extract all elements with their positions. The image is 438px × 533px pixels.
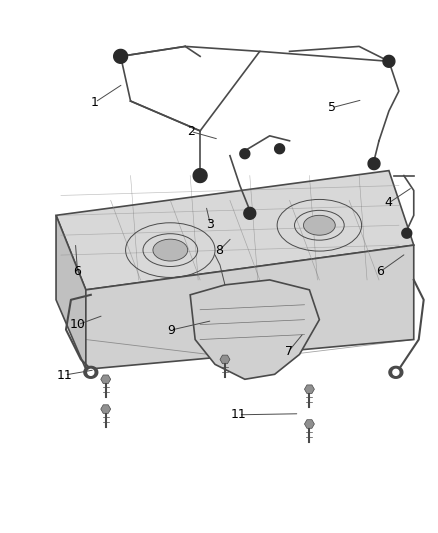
Polygon shape	[56, 215, 86, 369]
Polygon shape	[240, 149, 250, 159]
Polygon shape	[304, 419, 314, 429]
Polygon shape	[88, 369, 94, 375]
Text: 5: 5	[328, 101, 336, 114]
Polygon shape	[244, 207, 256, 219]
Polygon shape	[220, 355, 230, 364]
Text: 9: 9	[167, 324, 175, 336]
Polygon shape	[383, 55, 395, 67]
Text: 6: 6	[376, 265, 384, 278]
Polygon shape	[114, 50, 127, 63]
Polygon shape	[402, 228, 412, 238]
Polygon shape	[393, 369, 399, 375]
Polygon shape	[275, 144, 285, 154]
Polygon shape	[101, 375, 111, 384]
Polygon shape	[304, 385, 314, 393]
Polygon shape	[84, 366, 98, 378]
Polygon shape	[101, 405, 111, 414]
Ellipse shape	[304, 215, 335, 235]
Text: 1: 1	[91, 96, 99, 109]
Polygon shape	[389, 366, 403, 378]
Ellipse shape	[153, 239, 188, 261]
Text: 8: 8	[215, 244, 223, 257]
Text: 11: 11	[57, 369, 72, 382]
Text: 10: 10	[70, 318, 85, 331]
Text: 6: 6	[74, 265, 81, 278]
Polygon shape	[193, 168, 207, 182]
Polygon shape	[86, 245, 414, 369]
Text: 2: 2	[187, 125, 194, 138]
Polygon shape	[190, 280, 319, 379]
Text: 11: 11	[231, 408, 247, 421]
Polygon shape	[56, 171, 414, 290]
Text: 4: 4	[385, 197, 393, 209]
Text: 7: 7	[285, 345, 293, 358]
Polygon shape	[368, 158, 380, 169]
Text: 3: 3	[206, 217, 214, 231]
